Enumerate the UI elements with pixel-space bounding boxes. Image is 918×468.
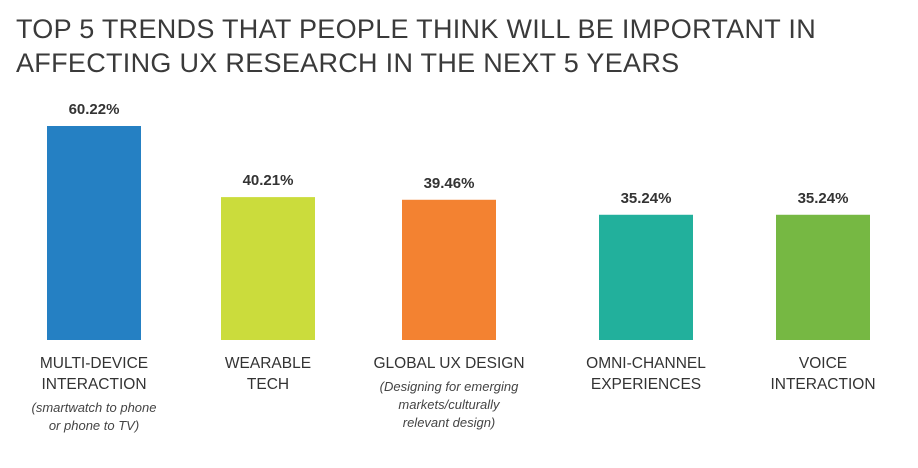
bar — [47, 126, 141, 340]
category-label: OMNI-CHANNEL — [586, 355, 706, 372]
category-label: INTERACTION — [770, 376, 875, 393]
category-label: EXPERIENCES — [591, 376, 701, 393]
category-note: (smartwatch to phone — [31, 400, 156, 415]
chart-title-line-1: TOP 5 TRENDS THAT PEOPLE THINK WILL BE I… — [16, 14, 817, 44]
data-label: 35.24% — [798, 190, 849, 207]
bar — [776, 214, 870, 340]
data-label: 40.21% — [243, 172, 294, 189]
category-note: or phone to TV) — [49, 418, 139, 433]
bar — [402, 199, 496, 340]
category-label: MULTI-DEVICE — [40, 355, 148, 372]
data-label: 35.24% — [621, 190, 672, 207]
category-label: VOICE — [799, 355, 847, 372]
category-note: relevant design) — [403, 415, 496, 430]
category-note: markets/culturally — [398, 397, 501, 412]
category-label: WEARABLE — [225, 355, 311, 372]
category-label: TECH — [247, 376, 289, 393]
category-note: (Designing for emerging — [380, 379, 520, 394]
bar — [599, 214, 693, 340]
category-label: INTERACTION — [41, 376, 146, 393]
data-label: 60.22% — [69, 101, 120, 118]
chart-title-line-2: AFFECTING UX RESEARCH IN THE NEXT 5 YEAR… — [16, 48, 680, 78]
data-label: 39.46% — [424, 175, 475, 192]
category-label: GLOBAL UX DESIGN — [373, 355, 524, 372]
chart-title: TOP 5 TRENDS THAT PEOPLE THINK WILL BE I… — [16, 12, 896, 80]
bar — [221, 197, 315, 340]
